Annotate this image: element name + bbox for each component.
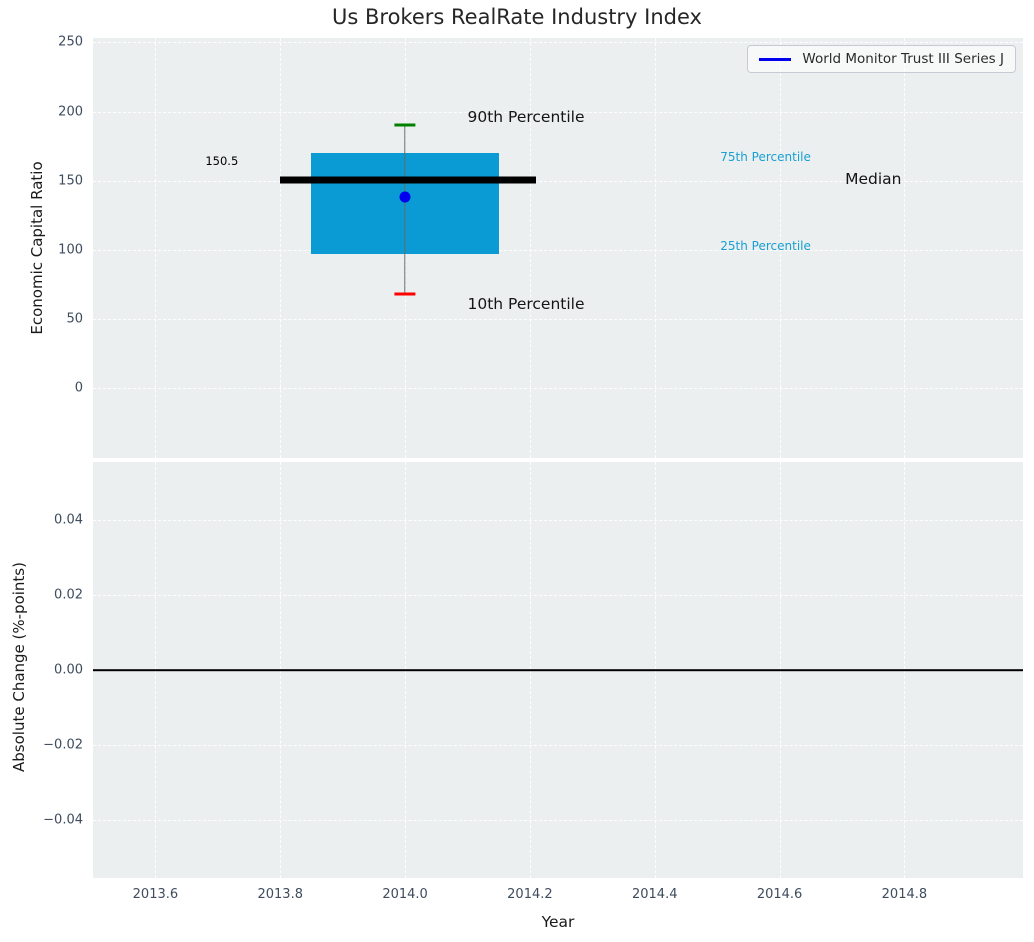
y-tick-label: −0.04 (43, 812, 83, 828)
x-gridline (529, 38, 531, 458)
y-tick-label: 0.00 (54, 662, 83, 678)
whisker-cap-p90 (394, 123, 416, 127)
median-line (280, 176, 537, 184)
x-tick-label: 2014.2 (507, 887, 553, 902)
legend-line-sample (759, 57, 792, 61)
top-plot: World Monitor Trust III Series J 0 50 100 1… (58, 35, 1023, 458)
y-tick-label: 0.04 (54, 512, 83, 528)
y-gridline (93, 180, 1023, 182)
p75-label: 75th Percentile (720, 150, 811, 165)
x-gridline (904, 38, 906, 458)
zero-line (93, 669, 1023, 671)
y-tick-label: 250 (58, 34, 83, 50)
y-gridline (93, 319, 1023, 320)
legend-label: World Monitor Trust III Series J (802, 51, 1004, 67)
top-y-axis-label: Economic Capital Ratio (28, 161, 46, 335)
chart-title: Us Brokers RealRate Industry Index (332, 5, 702, 29)
legend: World Monitor Trust III Series J (747, 45, 1016, 73)
y-tick-label: 0 (74, 380, 83, 396)
whisker-cap-p10 (394, 292, 416, 296)
y-tick-label: 200 (58, 104, 83, 120)
y-tick-label: 0.02 (54, 587, 83, 603)
x-gridline (280, 38, 282, 458)
whisker-line (404, 125, 406, 295)
y-tick-label: 150 (58, 173, 83, 189)
y-gridline (93, 249, 1023, 251)
bottom-plot: 0.04 0.02 0.00 −0.02 −0.04 2013.6 2013.8 2014.0… (43, 462, 1023, 902)
y-gridline (93, 388, 1023, 390)
p90-label: 90th Percentile (467, 108, 585, 127)
x-tick-label: 2014.0 (382, 887, 428, 902)
x-tick-label: 2013.6 (132, 887, 179, 902)
y-gridline (93, 42, 1023, 44)
x-gridline (155, 38, 157, 458)
median-value-label: 150.5 (205, 154, 239, 169)
y-gridline (93, 745, 1023, 747)
p25-label: 25th Percentile (720, 238, 811, 253)
y-tick-label: 50 (66, 311, 83, 327)
y-gridline (93, 519, 1023, 521)
x-tick-label: 2014.4 (631, 887, 678, 902)
x-gridline (654, 38, 656, 458)
y-gridline (93, 594, 1023, 596)
median-label: Median (845, 169, 902, 188)
y-tick-label: 100 (58, 242, 83, 258)
x-axis-label: Year (541, 913, 575, 931)
x-tick-label: 2014.8 (881, 887, 928, 902)
bottom-y-axis-label: Absolute Change (%-points) (10, 562, 28, 772)
x-tick-label: 2014.6 (756, 887, 803, 902)
p10-label: 10th Percentile (467, 294, 585, 313)
y-gridline (93, 820, 1023, 822)
x-tick-label: 2013.8 (257, 887, 303, 902)
y-tick-label: −0.02 (43, 737, 83, 753)
y-gridline (93, 111, 1023, 113)
x-gridline (779, 38, 781, 458)
mean-dot (399, 191, 411, 203)
